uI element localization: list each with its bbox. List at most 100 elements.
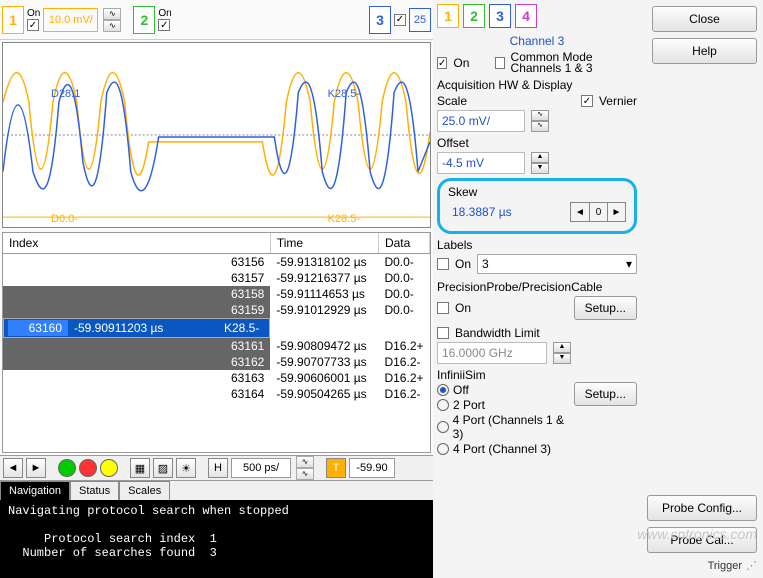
trigger-field[interactable]: -59.90 xyxy=(349,458,395,478)
table-row[interactable]: 63160-59.90911203 µsK28.5- xyxy=(3,318,270,338)
channel-number-buttons: 1 2 3 4 xyxy=(437,4,637,28)
skew-stepper[interactable]: ◄ 0 ► xyxy=(570,202,626,222)
next-icon[interactable]: ► xyxy=(26,458,46,478)
probe-cal-button[interactable]: Probe Cal... xyxy=(647,527,757,553)
timebase-label: H xyxy=(208,458,228,478)
red-dot-icon[interactable] xyxy=(79,459,97,477)
skew-prev-icon[interactable]: ◄ xyxy=(571,203,589,221)
labels-on-checkbox[interactable] xyxy=(437,258,449,270)
ch1-button[interactable]: 1 xyxy=(2,6,24,34)
yellow-dot-icon[interactable] xyxy=(100,459,118,477)
waveform-svg xyxy=(3,43,430,227)
ch2-checkbox[interactable]: ✓ xyxy=(158,19,170,31)
on-checkbox[interactable]: ✓ xyxy=(437,57,447,69)
ch2-button[interactable]: 2 xyxy=(133,6,155,34)
table-row[interactable]: 63156-59.91318102 µsD0.0- xyxy=(3,254,430,271)
resize-grip-icon[interactable]: ⋰ xyxy=(746,560,757,572)
bottom-tabs: Navigation Status Scales xyxy=(0,481,433,500)
wave-label-d28: D28.1 xyxy=(51,88,80,100)
skew-zero-button[interactable]: 0 xyxy=(589,203,607,221)
wave-label-k28-top: K28.5- xyxy=(328,88,360,100)
table-row[interactable]: 63159-59.91012929 µsD0.0- xyxy=(3,302,430,318)
bw-up-icon[interactable]: ▲ xyxy=(553,342,571,353)
col-index[interactable]: Index xyxy=(3,233,270,254)
wave-label-d00: D0.0- xyxy=(51,213,78,225)
labels-select[interactable]: 3▾ xyxy=(477,254,637,274)
col-data[interactable]: Data xyxy=(378,233,429,254)
chnum-1[interactable]: 1 xyxy=(437,4,459,28)
table-row[interactable]: 63161-59.90809472 µsD16.2+ xyxy=(3,338,430,354)
acq-label: Acquisition HW & Display xyxy=(437,78,637,92)
prev-icon[interactable]: ◄ xyxy=(3,458,23,478)
offset-down-icon[interactable]: ▼ xyxy=(531,163,549,174)
table-row[interactable]: 63163-59.90606001 µsD16.2+ xyxy=(3,370,430,386)
pp-on-text: On xyxy=(455,301,471,315)
skew-value[interactable]: 18.3887 µs xyxy=(448,201,516,223)
tab-scales[interactable]: Scales xyxy=(119,481,170,500)
skew-label: Skew xyxy=(448,185,626,199)
col-time[interactable]: Time xyxy=(270,233,378,254)
pp-setup-button[interactable]: Setup... xyxy=(574,296,637,320)
table-row[interactable]: 63164-59.90504265 µsD16.2- xyxy=(3,386,430,402)
ch1-down-icon[interactable]: ∿ xyxy=(103,20,121,32)
on-label: On xyxy=(453,56,469,70)
ch1-scale-field[interactable]: 10.0 mV/ xyxy=(43,8,98,32)
infiniisim-option[interactable]: Off xyxy=(437,383,574,397)
timebase-field[interactable]: 500 ps/ xyxy=(231,458,291,478)
bw-checkbox[interactable] xyxy=(437,327,449,339)
chnum-4[interactable]: 4 xyxy=(515,4,537,28)
ch1-on-label: On xyxy=(27,8,40,19)
tab-navigation[interactable]: Navigation xyxy=(0,481,70,500)
common-mode-label: Common Mode Channels 1 & 3 xyxy=(511,52,637,74)
infiniisim-option[interactable]: 4 Port (Channels 1 & 3) xyxy=(437,413,574,441)
protocol-table[interactable]: Index Time Data 63156-59.91318102 µsD0.0… xyxy=(2,232,431,453)
console-output: Navigating protocol search when stopped … xyxy=(0,500,433,578)
vernier-label: Vernier xyxy=(599,94,637,108)
probe-config-button[interactable]: Probe Config... xyxy=(647,495,757,521)
infiniisim-option[interactable]: 2 Port xyxy=(437,398,574,412)
trigger-indicator[interactable]: T xyxy=(326,458,346,478)
table-row[interactable]: 63162-59.90707733 µsD16.2- xyxy=(3,354,430,370)
scale-up-icon[interactable]: ∿ xyxy=(531,110,549,121)
infiniisim-label: InfiniiSim xyxy=(437,368,637,382)
table-row[interactable]: 63157-59.91216377 µsD0.0- xyxy=(3,270,430,286)
offset-up-icon[interactable]: ▲ xyxy=(531,152,549,163)
timebase-down-icon[interactable]: ∿ xyxy=(296,468,314,480)
channel-topbar: 1 On ✓ 10.0 mV/ ∿ ∿ 2 On ✓ 3 ✓ 25 xyxy=(0,0,433,40)
bw-field[interactable]: 16.0000 GHz xyxy=(437,342,547,364)
ch2-on-label: On xyxy=(158,8,171,19)
vernier-checkbox[interactable]: ✓ xyxy=(581,95,593,107)
chnum-3[interactable]: 3 xyxy=(489,4,511,28)
ch3-checkbox[interactable]: ✓ xyxy=(394,14,406,26)
scale-down-icon[interactable]: ∿ xyxy=(531,121,549,132)
ch1-checkbox[interactable]: ✓ xyxy=(27,19,39,31)
brightness-icon[interactable]: ☀ xyxy=(176,458,196,478)
ch1-up-icon[interactable]: ∿ xyxy=(103,8,121,20)
waveform-display[interactable]: D28.1 K28.5- D0.0- K28.5- xyxy=(2,42,431,228)
tool-a-icon[interactable]: ▦ xyxy=(130,458,150,478)
bw-label: Bandwidth Limit xyxy=(455,326,540,340)
bw-down-icon[interactable]: ▼ xyxy=(553,353,571,364)
ch3-mini-field[interactable]: 25 xyxy=(409,8,431,32)
tab-status[interactable]: Status xyxy=(70,481,119,500)
labels-label: Labels xyxy=(437,238,637,252)
precisionprobe-label: PrecisionProbe/PrecisionCable xyxy=(437,280,637,294)
labels-on-text: On xyxy=(455,257,471,271)
table-row[interactable]: 63158-59.91114653 µsD0.0- xyxy=(3,286,430,302)
chnum-2[interactable]: 2 xyxy=(463,4,485,28)
trigger-label: Trigger xyxy=(708,560,742,572)
infiniisim-option[interactable]: 4 Port (Channel 3) xyxy=(437,442,574,456)
green-dot-icon[interactable] xyxy=(58,459,76,477)
is-setup-button[interactable]: Setup... xyxy=(574,382,637,406)
scale-field[interactable]: 25.0 mV/ xyxy=(437,110,525,132)
common-mode-checkbox[interactable] xyxy=(495,57,505,69)
offset-field[interactable]: -4.5 mV xyxy=(437,152,525,174)
help-button[interactable]: Help xyxy=(652,38,757,64)
close-button[interactable]: Close xyxy=(652,6,757,32)
bottom-toolbar: ◄ ► ▦ ▨ ☀ H 500 ps/ ∿ ∿ T -59.90 xyxy=(0,455,433,481)
ch3-button[interactable]: 3 xyxy=(369,6,391,34)
tool-b-icon[interactable]: ▨ xyxy=(153,458,173,478)
pp-on-checkbox[interactable] xyxy=(437,302,449,314)
timebase-up-icon[interactable]: ∿ xyxy=(296,456,314,468)
skew-next-icon[interactable]: ► xyxy=(607,203,625,221)
